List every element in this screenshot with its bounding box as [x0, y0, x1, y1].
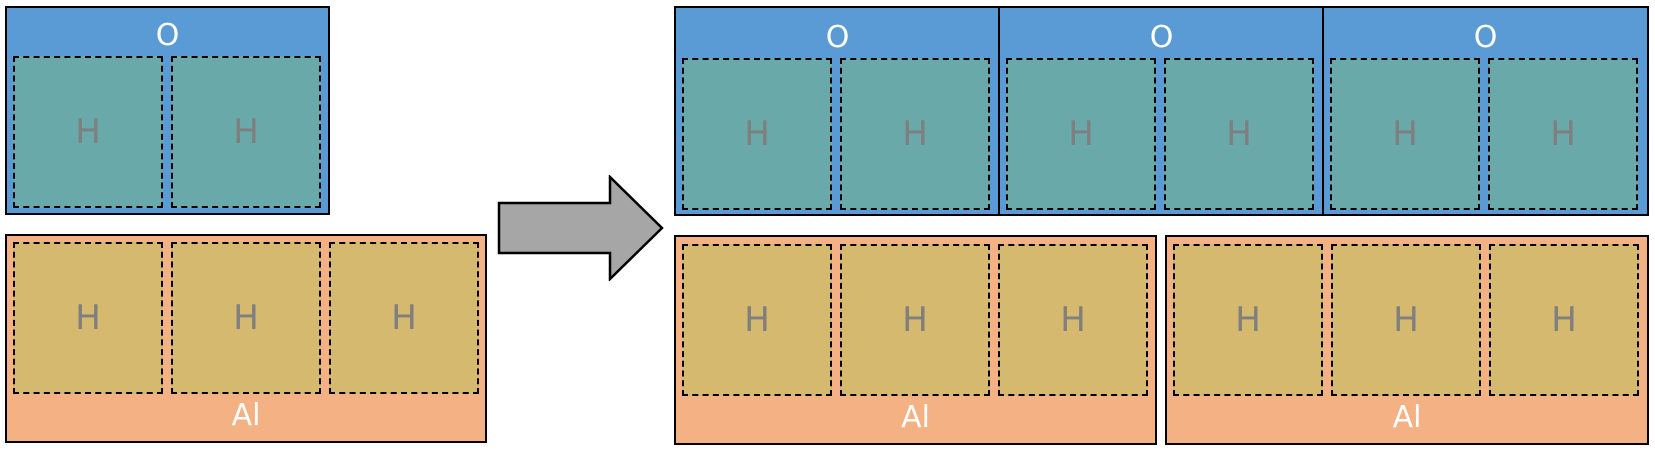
right-al-unit-2: H H H Al: [1165, 235, 1649, 445]
h-cell: H: [1330, 58, 1480, 210]
h-label: H: [902, 300, 928, 340]
unit-divider: [1322, 8, 1324, 214]
right-al-unit-1: H H H Al: [674, 235, 1157, 445]
h-cell: H: [1164, 58, 1314, 210]
h-label: H: [75, 298, 101, 338]
h-cell: H: [13, 242, 163, 394]
h-cell: H: [13, 56, 163, 208]
h-label: H: [1392, 114, 1418, 154]
h-cell: H: [840, 58, 990, 210]
left-o-unit: O H H: [5, 6, 330, 215]
o-label: O: [1149, 20, 1174, 55]
h-label: H: [744, 300, 770, 340]
h-cell: H: [1006, 58, 1156, 210]
h-label: H: [744, 114, 770, 154]
h-cell: H: [1173, 244, 1323, 396]
h-cell: H: [840, 244, 990, 396]
h-cell: H: [1488, 58, 1638, 210]
h-cell: H: [682, 244, 832, 396]
right-arrow-icon: [497, 175, 664, 281]
al-label: Al: [901, 400, 930, 435]
unit-divider: [998, 8, 1000, 214]
h-cell: H: [1489, 244, 1639, 396]
h-label: H: [1235, 300, 1261, 340]
h-label: H: [1226, 114, 1252, 154]
h-label: H: [1550, 114, 1576, 154]
right-o-layer: O O O H H H H H H: [674, 6, 1649, 216]
h-label: H: [233, 112, 259, 152]
al-label: Al: [231, 398, 261, 433]
h-label: H: [233, 298, 259, 338]
al-label: Al: [1392, 400, 1422, 435]
o-label: O: [825, 20, 850, 55]
h-cell: H: [329, 242, 479, 394]
left-al-unit: H H H Al: [5, 234, 487, 443]
o-label: O: [155, 18, 180, 53]
o-label: O: [1473, 20, 1498, 55]
h-label: H: [902, 114, 928, 154]
h-cell: H: [1331, 244, 1481, 396]
h-cell: H: [171, 242, 321, 394]
h-label: H: [1060, 300, 1086, 340]
h-cell: H: [171, 56, 321, 208]
h-label: H: [75, 112, 101, 152]
h-label: H: [1393, 300, 1419, 340]
h-cell: H: [998, 244, 1148, 396]
h-label: H: [1551, 300, 1577, 340]
h-cell: H: [682, 58, 832, 210]
h-label: H: [1068, 114, 1094, 154]
h-label: H: [391, 298, 417, 338]
